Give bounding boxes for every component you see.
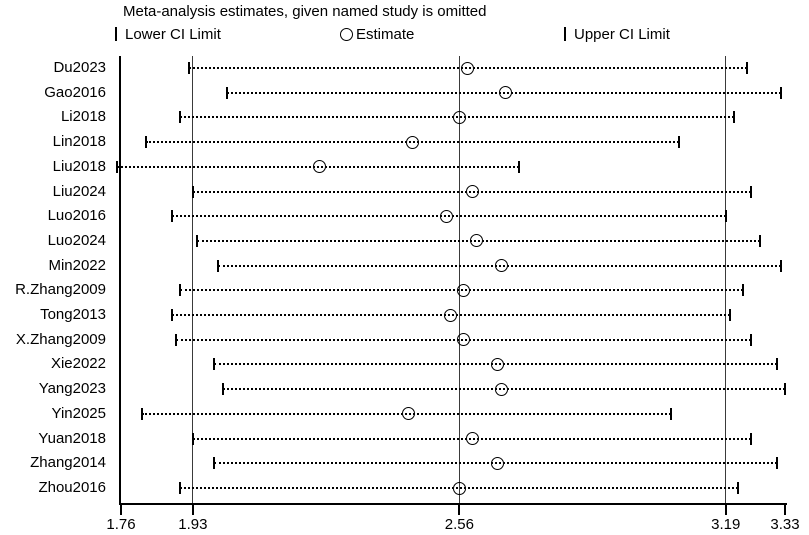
estimate-marker — [465, 432, 479, 446]
estimate-marker — [406, 135, 420, 149]
x-axis-tick-label: 2.56 — [444, 516, 474, 533]
upper-ci-tick — [669, 407, 672, 420]
legend-upper-ci: Upper CI Limit — [564, 25, 670, 43]
upper-ci-tick — [750, 185, 753, 198]
estimate-marker — [444, 308, 458, 322]
x-axis-tick — [120, 505, 122, 515]
lower-ci-tick — [115, 160, 118, 173]
x-axis-tick — [458, 505, 461, 515]
estimate-marker — [457, 283, 471, 297]
lower-ci-tick — [170, 210, 173, 223]
estimate-marker — [495, 259, 509, 273]
legend-upper-ci-label: Upper CI Limit — [574, 25, 670, 43]
estimate-marker — [457, 333, 471, 347]
estimate-marker — [452, 110, 466, 124]
study-label-liu2018: Liu2018 — [52, 157, 106, 175]
lower-ci-tick — [145, 136, 148, 149]
x-axis-line — [119, 503, 787, 505]
lower-ci-tick — [170, 309, 173, 322]
lower-ci-tick — [217, 259, 220, 272]
reference-line — [725, 56, 727, 503]
lower-ci-tick — [179, 111, 182, 124]
chart-title: Meta-analysis estimates, given named stu… — [123, 3, 487, 20]
lower-ci-tick — [191, 432, 194, 445]
lower-ci-tick — [191, 185, 194, 198]
x-axis-tick — [191, 505, 194, 515]
study-label-lin2018: Lin2018 — [52, 133, 106, 151]
study-label-min2022: Min2022 — [48, 256, 106, 274]
study-label-du2023: Du2023 — [53, 59, 106, 76]
lower-ci-tick — [179, 284, 182, 297]
estimate-marker — [461, 61, 475, 75]
study-label-li2018: Li2018 — [60, 108, 106, 126]
estimate-marker — [490, 456, 504, 470]
y-axis-line — [119, 56, 121, 505]
study-label-x-zhang2009: X.Zhang2009 — [15, 330, 106, 348]
estimate-marker — [469, 234, 483, 248]
estimate-marker — [490, 357, 504, 371]
upper-ci-tick — [517, 160, 520, 173]
upper-ci-tick — [779, 86, 782, 99]
lower-ci-tick — [225, 86, 228, 99]
legend-lower-ci-label: Lower CI Limit — [125, 25, 221, 43]
estimate-marker — [465, 185, 479, 199]
study-label-r-zhang2009: R.Zhang2009 — [15, 281, 106, 299]
upper-ci-tick — [775, 358, 778, 371]
estimate-marker — [495, 382, 509, 396]
estimate-marker — [402, 407, 416, 421]
upper-ci-tick — [724, 210, 727, 223]
reference-line — [192, 56, 194, 503]
estimate-marker — [440, 209, 454, 223]
legend-lower-ci: Lower CI Limit — [115, 25, 221, 43]
reference-line — [458, 56, 460, 503]
upper-ci-tick — [737, 482, 740, 494]
estimate-circle-icon — [340, 27, 353, 41]
upper-ci-tick — [729, 309, 732, 322]
x-axis-tick-label: 1.76 — [106, 516, 136, 533]
estimate-marker — [313, 160, 327, 174]
study-label-gao2016: Gao2016 — [44, 83, 106, 101]
study-label-yin2025: Yin2025 — [51, 404, 107, 422]
upper-ci-tick — [745, 62, 748, 74]
study-label-zhang2014: Zhang2014 — [30, 454, 106, 472]
upper-ci-tick — [750, 432, 753, 445]
lower-ci-tick — [196, 234, 199, 247]
lower-ci-tick — [187, 62, 190, 74]
study-label-liu2024: Liu2024 — [52, 182, 106, 200]
lower-ci-tick-icon — [115, 27, 117, 41]
upper-ci-tick — [750, 333, 753, 346]
lower-ci-tick — [141, 407, 144, 420]
estimate-marker — [452, 481, 466, 495]
lower-ci-tick — [179, 482, 182, 494]
lower-ci-tick — [213, 457, 216, 470]
upper-ci-tick-icon — [564, 27, 566, 41]
study-label-zhou2016: Zhou2016 — [38, 479, 106, 496]
upper-ci-tick — [758, 234, 761, 247]
x-axis-tick — [724, 505, 727, 515]
x-axis-tick-label: 3.33 — [770, 516, 800, 533]
estimate-marker — [499, 86, 513, 100]
study-label-yang2023: Yang2023 — [38, 380, 106, 398]
study-label-luo2016: Luo2016 — [47, 207, 106, 225]
legend-estimate: Estimate — [340, 25, 414, 43]
study-label-yuan2018: Yuan2018 — [38, 429, 106, 447]
study-label-xie2022: Xie2022 — [50, 355, 106, 373]
legend-estimate-label: Estimate — [356, 25, 415, 43]
upper-ci-tick — [733, 111, 736, 124]
study-label-tong2013: Tong2013 — [40, 306, 106, 324]
upper-ci-tick — [775, 457, 778, 470]
lower-ci-tick — [174, 333, 177, 346]
lower-ci-tick — [213, 358, 216, 371]
upper-ci-tick — [784, 383, 786, 396]
x-axis-tick-label: 1.93 — [178, 516, 208, 533]
upper-ci-tick — [678, 136, 681, 149]
x-axis-tick — [784, 505, 786, 515]
upper-ci-tick — [741, 284, 744, 297]
study-label-luo2024: Luo2024 — [47, 231, 106, 249]
lower-ci-tick — [221, 383, 224, 396]
upper-ci-tick — [779, 259, 782, 272]
x-axis-tick-label: 3.19 — [711, 516, 741, 533]
